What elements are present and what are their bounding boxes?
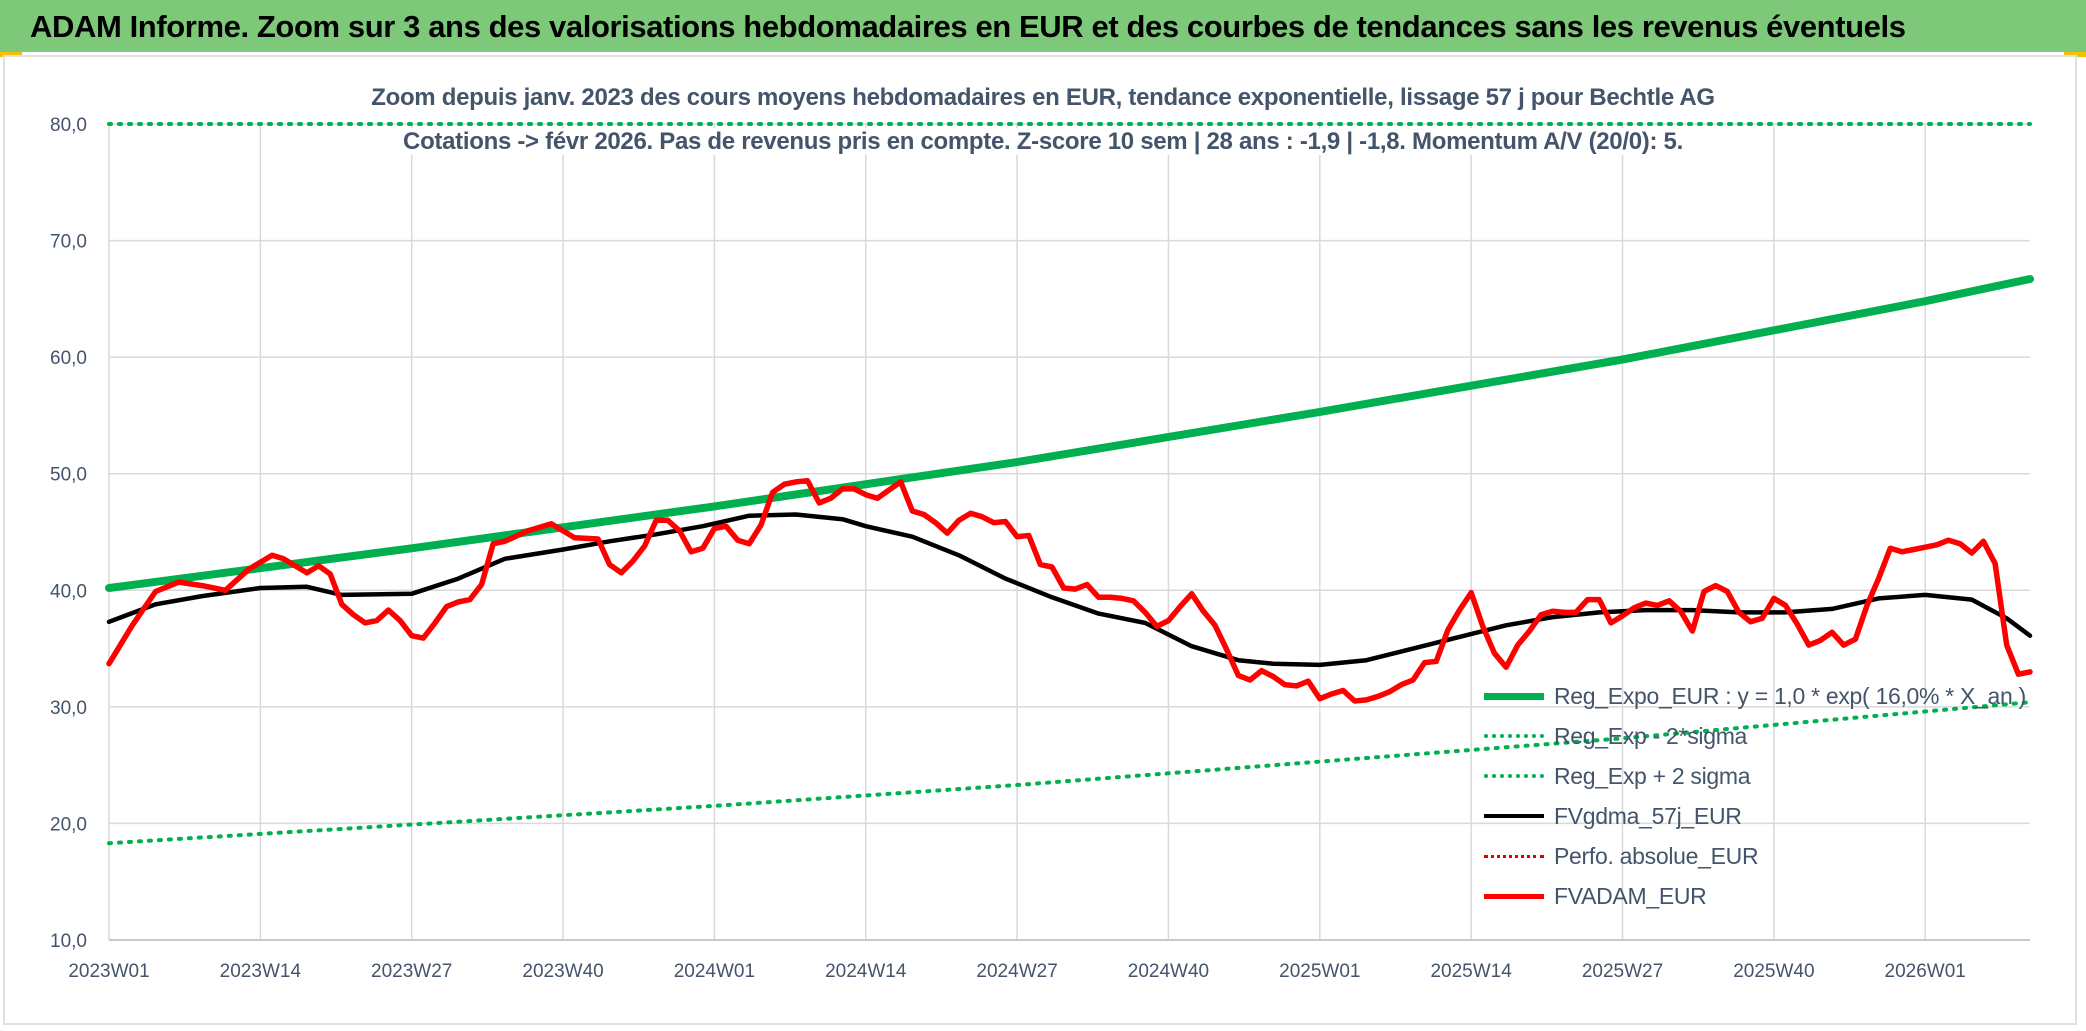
- x-tick-label: 2023W27: [371, 961, 452, 982]
- legend-label: FVADAM_EUR: [1554, 882, 1707, 909]
- legend-label: Reg_Expo_EUR : y = 1,0 * exp( 16,0% * X_…: [1554, 682, 2026, 709]
- x-tick-label: 2024W01: [674, 961, 755, 982]
- y-tick-label: 70,0: [50, 232, 87, 253]
- legend-swatch-dotted-green: [1484, 774, 1544, 778]
- y-tick-label: 30,0: [50, 698, 87, 719]
- legend-entry-fvadam: FVADAM_EUR: [1484, 876, 2044, 916]
- y-tick-label: 60,0: [50, 348, 87, 369]
- legend-label: Reg_Exp - 2*sigma: [1554, 722, 1748, 749]
- x-tick-label: 2024W27: [976, 961, 1057, 982]
- y-tick-label: 10,0: [50, 931, 87, 952]
- x-tick-label: 2025W14: [1430, 961, 1512, 982]
- x-tick-label: 2025W40: [1733, 961, 1814, 982]
- x-tick-label: 2023W14: [220, 961, 302, 982]
- chart-legend: Reg_Expo_EUR : y = 1,0 * exp( 16,0% * X_…: [1484, 676, 2044, 916]
- x-tick-label: 2023W01: [68, 961, 149, 982]
- chart-title-line-2: Cotations -> févr 2026. Pas de revenus p…: [391, 128, 1695, 155]
- legend-entry-reg-expo: Reg_Expo_EUR : y = 1,0 * exp( 16,0% * X_…: [1484, 676, 2044, 716]
- legend-label: FVgdma_57j_EUR: [1554, 802, 1742, 829]
- x-tick-label: 2023W40: [522, 961, 603, 982]
- legend-entry-reg-exp-minus: Reg_Exp - 2*sigma: [1484, 716, 2044, 756]
- legend-swatch-solid-red: [1484, 893, 1544, 899]
- x-tick-label: 2024W14: [825, 961, 907, 982]
- legend-entry-reg-exp-plus: Reg_Exp + 2 sigma: [1484, 756, 2044, 796]
- chart-title-line-1: Zoom depuis janv. 2023 des cours moyens …: [359, 84, 1727, 111]
- legend-swatch-solid-black: [1484, 814, 1544, 818]
- y-tick-label: 50,0: [50, 465, 87, 486]
- corner-accent: [2064, 52, 2086, 57]
- y-tick-label: 20,0: [50, 814, 87, 835]
- corner-accent: [0, 52, 22, 57]
- series-reg-exp-minus-2sigma-line: [107, 700, 2032, 846]
- report-banner-title: ADAM Informe. Zoom sur 3 ans des valoris…: [0, 0, 2086, 52]
- legend-swatch-dotted-green: [1484, 734, 1544, 738]
- x-tick-label: 2025W01: [1279, 961, 1360, 982]
- legend-swatch-solid-green: [1484, 692, 1544, 700]
- series-fvadam-line: [106, 477, 2033, 704]
- x-axis: 2023W01 2023W14 2023W27 2023W40 2024W01 2024W…: [68, 939, 2030, 982]
- legend-entry-fvgdma: FVgdma_57j_EUR: [1484, 796, 2044, 836]
- y-axis: 10,0 20,0 30,0 40,0 50,0 60,0 70,0 80,0: [50, 115, 87, 952]
- x-tick-label: 2025W27: [1582, 961, 1663, 982]
- series-layer: [105, 122, 2034, 846]
- y-tick-label: 80,0: [50, 115, 87, 136]
- legend-swatch-dotted-red: [1484, 854, 1544, 858]
- legend-label: Reg_Exp + 2 sigma: [1554, 762, 1751, 789]
- legend-label: Perfo. absolue_EUR: [1554, 842, 1759, 869]
- legend-entry-perfo: Perfo. absolue_EUR: [1484, 836, 2044, 876]
- x-tick-label: 2024W40: [1128, 961, 1209, 982]
- chart-frame: [3, 55, 2077, 1025]
- y-tick-label: 40,0: [50, 581, 87, 602]
- series-reg-expo-line: [105, 275, 2034, 592]
- x-tick-label: 2026W01: [1885, 961, 1966, 982]
